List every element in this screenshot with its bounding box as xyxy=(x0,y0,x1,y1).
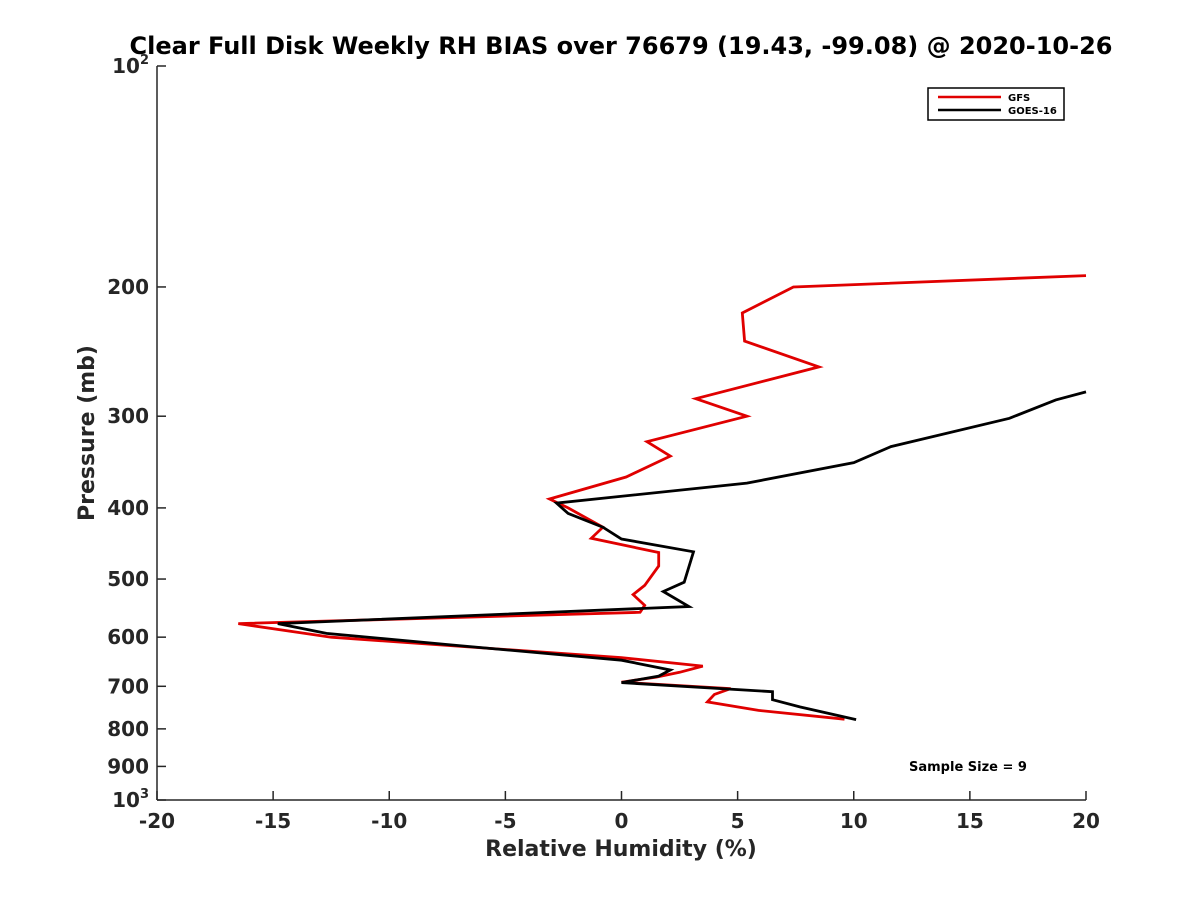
sample-size-annotation: Sample Size = 9 xyxy=(909,760,1027,775)
x-tick-label: -5 xyxy=(494,809,516,833)
legend-label-gfs: GFS xyxy=(1008,93,1030,104)
x-tick-label: 10 xyxy=(840,809,868,833)
y-tick-label: 800 xyxy=(107,717,149,741)
chart-title: Clear Full Disk Weekly RH BIAS over 7667… xyxy=(130,32,1113,60)
y-ticks: 102 200 300 400 500 600 700 800 900 103 xyxy=(107,53,166,812)
x-tick-label: -15 xyxy=(255,809,291,833)
y-tick-label: 400 xyxy=(107,496,149,520)
legend: GFS GOES-16 xyxy=(927,87,1065,121)
y-tick-label: 300 xyxy=(107,404,149,428)
series-layer xyxy=(238,274,1087,721)
x-tick-label: 20 xyxy=(1072,809,1100,833)
x-tick-label: -10 xyxy=(371,809,407,833)
y-tick-label: 900 xyxy=(107,754,149,778)
y-tick-label: 700 xyxy=(107,674,149,698)
x-ticks: -20 -15 -10 -5 0 5 10 15 20 xyxy=(139,791,1100,833)
legend-label-goes-16: GOES-16 xyxy=(1008,106,1057,117)
legend-box xyxy=(927,87,1065,121)
y-tick-label: 600 xyxy=(107,625,149,649)
x-tick-label: 0 xyxy=(615,809,629,833)
y-axis-label: Pressure (mb) xyxy=(75,345,100,521)
series-line-goes-16 xyxy=(277,390,1087,721)
x-tick-label: 15 xyxy=(956,809,984,833)
y-tick-label: 200 xyxy=(107,275,149,299)
y-tick-label: 102 xyxy=(112,53,149,78)
y-tick-label: 103 xyxy=(112,787,149,812)
x-tick-label: 5 xyxy=(731,809,745,833)
x-axis-label: Relative Humidity (%) xyxy=(485,837,757,862)
x-tick-label: -20 xyxy=(139,809,175,833)
y-tick-label: 500 xyxy=(107,567,149,591)
